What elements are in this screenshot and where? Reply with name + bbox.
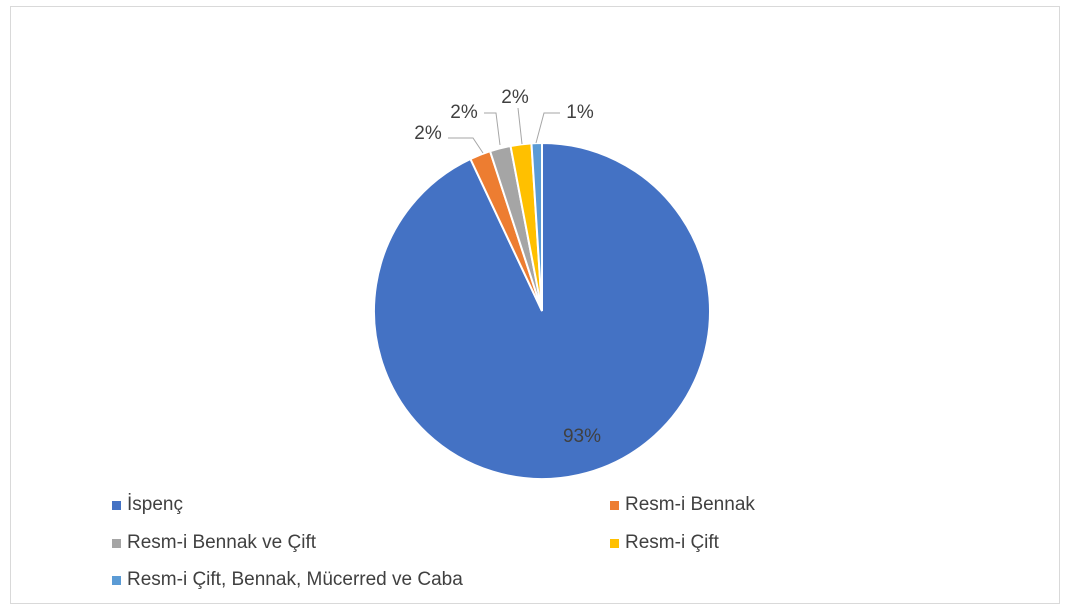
leader-line-resm-i-cift-bennak-mucerred-caba bbox=[535, 112, 560, 144]
pie-slice-resm-i-cift-bennak-mucerred-caba bbox=[530, 141, 543, 312]
data-label-resm-i-cift-bennak-mucerred-caba: 1% bbox=[566, 102, 594, 123]
data-label-ispenc: 93% bbox=[563, 426, 601, 447]
leader-line-resm-i-bennak-ve-cift bbox=[484, 112, 501, 146]
leader-line-resm-i-cift bbox=[517, 107, 523, 145]
data-label-resm-i-bennak: 2% bbox=[414, 123, 442, 144]
data-label-resm-i-bennak-ve-cift: 2% bbox=[450, 102, 478, 123]
leader-line-resm-i-bennak bbox=[448, 137, 484, 154]
data-label-resm-i-cift: 2% bbox=[501, 87, 529, 108]
